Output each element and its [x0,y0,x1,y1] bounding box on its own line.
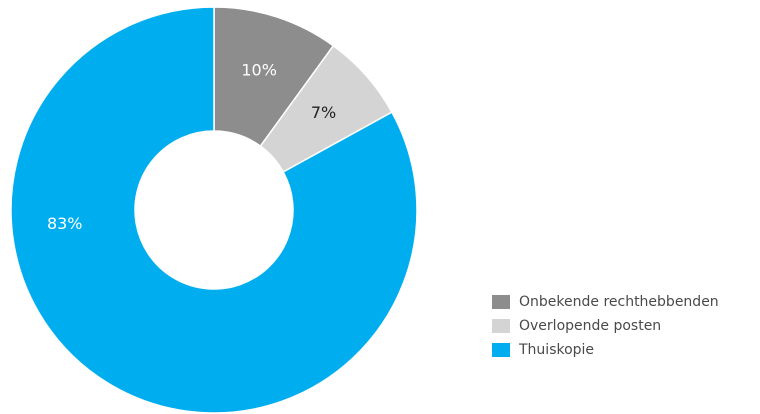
data-label-overlopende-posten: 7% [311,103,336,122]
legend-item-overlopende-posten: Overlopende posten [492,316,719,335]
legend-label: Onbekende rechthebbenden [519,293,719,310]
chart-slices [10,6,418,414]
data-label-thuiskopie: 83% [47,214,83,233]
legend-item-onbekende-rechthebbenden: Onbekende rechthebbenden [492,292,719,311]
slice-thuiskopie [10,6,418,414]
chart-data-labels: 10% 7% 83% [47,61,336,234]
legend-label: Overlopende posten [519,317,662,334]
legend-swatch [492,318,510,333]
data-label-onbekende-rechthebbenden: 10% [241,61,277,80]
legend-label: Thuiskopie [519,341,595,358]
legend-item-thuiskopie: Thuiskopie [492,340,719,359]
legend-swatch [492,342,510,357]
chart-legend: Onbekende rechthebbenden Overlopende pos… [492,292,719,364]
legend-swatch [492,294,510,309]
